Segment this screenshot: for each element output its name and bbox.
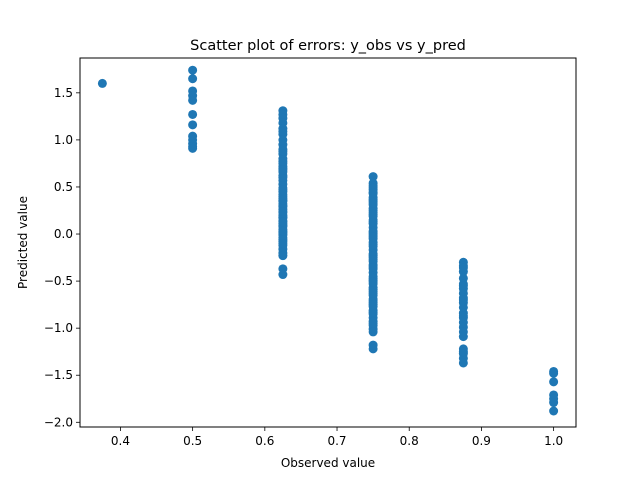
x-tick-label: 0.9 bbox=[472, 434, 491, 448]
plot-area-frame bbox=[79, 57, 577, 428]
data-point bbox=[278, 217, 288, 227]
x-tick-label: 0.7 bbox=[327, 434, 346, 448]
x-axis: 0.4 0.5 0.6 0.7 0.8 0.9 1.0 bbox=[111, 427, 563, 448]
data-point bbox=[368, 172, 378, 182]
data-point bbox=[458, 347, 468, 357]
data-point bbox=[188, 65, 198, 75]
y-axis: −2.0 −1.5 −1.0 −0.5 0.0 0.5 1.0 1.5 bbox=[44, 86, 80, 429]
y-tick-label: 0.0 bbox=[54, 227, 73, 241]
data-point bbox=[278, 146, 288, 156]
data-point bbox=[368, 239, 378, 249]
data-point bbox=[368, 300, 378, 310]
x-tick-label: 0.5 bbox=[183, 434, 202, 448]
data-point bbox=[458, 295, 468, 305]
data-point bbox=[188, 143, 198, 153]
data-point bbox=[368, 307, 378, 317]
data-point bbox=[368, 344, 378, 354]
y-tick-label: −2.0 bbox=[44, 415, 73, 429]
data-point bbox=[188, 109, 198, 119]
data-point bbox=[368, 318, 378, 328]
data-point bbox=[458, 281, 468, 291]
data-point bbox=[278, 206, 288, 216]
data-point bbox=[278, 165, 288, 175]
data-point bbox=[458, 332, 468, 342]
x-tick-label: 0.6 bbox=[255, 434, 274, 448]
data-point bbox=[368, 288, 378, 298]
data-point bbox=[368, 232, 378, 242]
data-point bbox=[278, 126, 288, 136]
y-axis-label: Predicted value bbox=[16, 196, 30, 289]
data-point bbox=[278, 270, 288, 280]
data-point bbox=[97, 78, 107, 88]
data-point bbox=[549, 368, 559, 378]
data-point bbox=[368, 277, 378, 287]
y-tick-label: −0.5 bbox=[44, 274, 73, 288]
data-point bbox=[368, 262, 378, 272]
data-point bbox=[188, 95, 198, 105]
data-point bbox=[278, 185, 288, 195]
y-tick-label: −1.5 bbox=[44, 368, 73, 382]
data-point bbox=[368, 327, 378, 337]
y-tick-label: 1.5 bbox=[54, 86, 73, 100]
data-point bbox=[368, 217, 378, 227]
data-point bbox=[188, 74, 198, 84]
data-point bbox=[458, 263, 468, 273]
data-point bbox=[368, 209, 378, 219]
y-tick-label: 0.5 bbox=[54, 180, 73, 194]
data-point bbox=[368, 254, 378, 264]
chart-title: Scatter plot of errors: y_obs vs y_pred bbox=[190, 38, 466, 54]
points-layer bbox=[97, 65, 559, 416]
data-point bbox=[549, 377, 559, 387]
data-point bbox=[278, 238, 288, 248]
data-point bbox=[278, 251, 288, 261]
data-point bbox=[188, 120, 198, 130]
x-tick-label: 0.4 bbox=[111, 434, 130, 448]
x-tick-label: 1.0 bbox=[544, 434, 563, 448]
data-point bbox=[549, 398, 559, 408]
data-point bbox=[549, 406, 559, 416]
x-tick-label: 0.8 bbox=[400, 434, 419, 448]
data-point bbox=[458, 358, 468, 368]
data-point bbox=[368, 198, 378, 208]
data-point bbox=[278, 157, 288, 167]
data-point bbox=[278, 226, 288, 236]
data-point bbox=[278, 195, 288, 205]
data-point bbox=[278, 173, 288, 183]
data-point bbox=[368, 188, 378, 198]
data-point bbox=[458, 311, 468, 321]
y-tick-label: −1.0 bbox=[44, 321, 73, 335]
y-tick-label: 1.0 bbox=[54, 133, 73, 147]
x-axis-label: Observed value bbox=[281, 456, 375, 470]
